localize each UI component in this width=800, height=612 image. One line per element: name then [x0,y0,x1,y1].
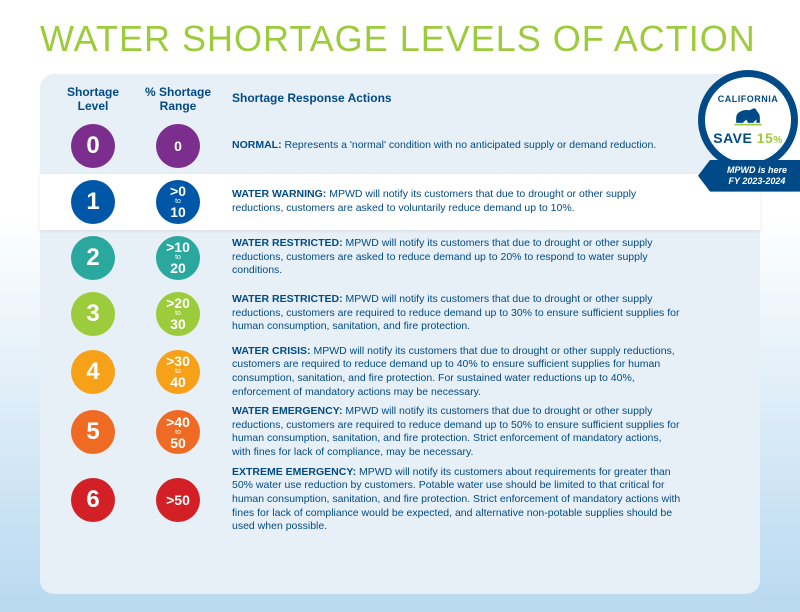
range-circle: >10to20 [156,236,200,280]
description-cell: EXTREME EMERGENCY: MPWD will notify its … [232,466,742,534]
arrow-line2: FY 2023-2024 [716,176,798,187]
level-cell: 3 [58,292,128,336]
table-row: 1 >0to10 WATER WARNING: MPWD will notify i… [40,174,760,230]
range-cell: 0 [138,124,218,168]
table-row: 2 >10to20 WATER RESTRICTED: MPWD will noti… [58,230,742,286]
page-title: WATER SHORTAGE LEVELS OF ACTION [0,0,800,72]
badge-inner: CALIFORNIA SAVE 15% [705,77,791,163]
badge-ring: CALIFORNIA SAVE 15% [698,70,798,170]
row-title: WATER CRISIS: [232,345,311,357]
range-high: 30 [170,317,186,331]
level-circle: 1 [71,180,115,224]
range-circle: >40to50 [156,410,200,454]
range-low: >10 [166,240,190,254]
description-cell: WATER EMERGENCY: MPWD will notify its cu… [232,405,742,460]
description-cell: WATER RESTRICTED: MPWD will notify its c… [232,293,742,334]
bear-icon [731,106,765,128]
description-cell: WATER WARNING: MPWD will notify its cust… [232,188,742,215]
range-value: >50 [166,493,190,507]
description-cell: WATER CRISIS: MPWD will notify its custo… [232,345,742,400]
level-cell: 1 [58,180,128,224]
arrow-line1: MPWD is here [716,165,798,176]
table-row: 0 0 NORMAL: Represents a 'normal' conditio… [58,118,742,174]
description-cell: NORMAL: Represents a 'normal' condition … [232,139,742,153]
save-badge: CALIFORNIA SAVE 15% MPWD is here FY 2023… [688,70,800,190]
level-cell: 4 [58,350,128,394]
badge-save-text: SAVE 15% [713,130,782,146]
range-low: >0 [170,184,186,198]
range-high: 40 [170,375,186,389]
range-low: >30 [166,354,190,368]
row-title: WATER WARNING: [232,188,326,200]
range-cell: >50 [138,478,218,522]
level-cell: 2 [58,236,128,280]
badge-california-text: CALIFORNIA [718,94,779,104]
table-row: 4 >30to40 WATER CRISIS: MPWD will notify i… [58,342,742,403]
levels-panel: ShortageLevel % ShortageRange Shortage R… [40,74,760,594]
row-title: WATER RESTRICTED: [232,293,343,305]
row-title: WATER EMERGENCY: [232,405,342,417]
level-circle: 2 [71,236,115,280]
header-range: % ShortageRange [138,86,218,114]
table-row: 6 >50 EXTREME EMERGENCY: MPWD will notify … [58,463,742,537]
range-cell: >20to30 [138,292,218,336]
range-cell: >0to10 [138,180,218,224]
range-cell: >30to40 [138,350,218,394]
table-row: 3 >20to30 WATER RESTRICTED: MPWD will noti… [58,286,742,342]
level-cell: 5 [58,410,128,454]
badge-arrow: MPWD is here FY 2023-2024 [698,160,800,192]
save-pct-sym: % [773,135,782,146]
range-high: 50 [170,436,186,450]
range-cell: >40to50 [138,410,218,454]
row-title: EXTREME EMERGENCY: [232,466,356,478]
table-header-row: ShortageLevel % ShortageRange Shortage R… [58,86,742,114]
header-actions: Shortage Response Actions [232,86,742,106]
range-high: 10 [170,205,186,219]
description-cell: WATER RESTRICTED: MPWD will notify its c… [232,237,742,278]
table-row: 5 >40to50 WATER EMERGENCY: MPWD will notif… [58,402,742,463]
level-circle: 6 [71,478,115,522]
range-low: >40 [166,415,190,429]
range-high: 20 [170,261,186,275]
range-value: 0 [174,139,182,153]
range-cell: >10to20 [138,236,218,280]
range-circle: >20to30 [156,292,200,336]
range-circle: >50 [156,478,200,522]
save-pct-num: 15 [757,130,774,146]
range-circle: 0 [156,124,200,168]
range-circle: >0to10 [156,180,200,224]
level-circle: 0 [71,124,115,168]
level-circle: 4 [71,350,115,394]
level-circle: 3 [71,292,115,336]
range-low: >20 [166,296,190,310]
level-cell: 0 [58,124,128,168]
row-title: NORMAL: [232,139,282,151]
level-cell: 6 [58,478,128,522]
save-label: SAVE [713,130,756,146]
rows-container: 0 0 NORMAL: Represents a 'normal' conditio… [58,118,742,537]
header-level: ShortageLevel [58,86,128,114]
row-body: Represents a 'normal' condition with no … [282,139,657,151]
range-circle: >30to40 [156,350,200,394]
level-circle: 5 [71,410,115,454]
row-title: WATER RESTRICTED: [232,237,343,249]
